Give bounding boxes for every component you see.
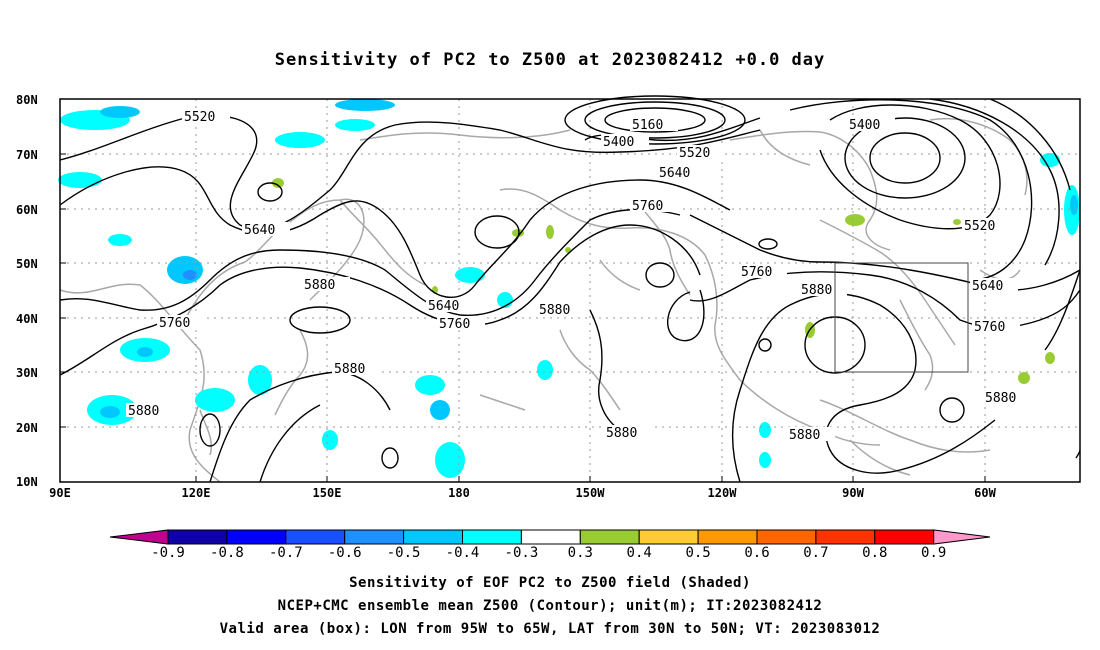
colorbar-tick-label: -0.4 [446, 545, 480, 561]
lat-label: 20N [16, 421, 38, 435]
contour-label: 5880 [334, 362, 365, 377]
contour-label: 5520 [964, 219, 995, 234]
colorbar-swatch [226, 529, 287, 545]
colorbar-tick-label: -0.9 [151, 545, 185, 561]
contour-label: 5520 [679, 146, 710, 161]
contour-label: 5400 [603, 135, 634, 150]
lon-label: 150E [313, 486, 342, 500]
lon-label: 90E [49, 486, 71, 500]
colorbar-tick-label: 0.4 [627, 545, 652, 561]
colorbar-swatch [756, 529, 817, 545]
contour-label: 5880 [304, 278, 335, 293]
map-panel [60, 99, 1080, 482]
contour-label: 5880 [801, 283, 832, 298]
lat-label: 30N [16, 366, 38, 380]
lat-label: 70N [16, 148, 38, 162]
colorbar-tick-label: -0.5 [387, 545, 421, 561]
contour-label: 5880 [606, 426, 637, 441]
colorbar-tick-label: -0.7 [269, 545, 303, 561]
lon-label: 120E [182, 486, 211, 500]
contour-label: 5640 [972, 279, 1003, 294]
colorbar-arrow-low [109, 529, 169, 545]
contour-label: 5760 [632, 199, 663, 214]
colorbar-swatch [344, 529, 405, 545]
shaded-sensitivity [58, 99, 1080, 478]
contour-label: 5520 [184, 110, 215, 125]
lat-label: 50N [16, 257, 38, 271]
lon-label: 180 [448, 486, 470, 500]
map-title: Sensitivity of PC2 to Z500 at 2023082412… [274, 50, 826, 70]
colorbar-swatch [638, 529, 699, 545]
lat-label: 60N [16, 203, 38, 217]
lat-label: 80N [16, 93, 38, 107]
latitude-labels: 80N 70N 60N 50N 40N 30N 20N 10N [16, 93, 38, 489]
contour-label: 5400 [849, 118, 880, 133]
lat-label: 10N [16, 475, 38, 489]
caption-line-1: Sensitivity of EOF PC2 to Z500 field (Sh… [349, 575, 751, 591]
colorbar-swatch [815, 529, 876, 545]
colorbar-tick-label: 0.8 [862, 545, 887, 561]
lon-label: 150W [576, 486, 606, 500]
lon-label: 60W [974, 486, 996, 500]
contour-label: 5880 [539, 303, 570, 318]
colorbar-tick-label: 0.9 [921, 545, 946, 561]
colorbar-tick-label: -0.8 [210, 545, 244, 561]
coastlines [59, 117, 1028, 483]
contour-label: 5760 [974, 320, 1005, 335]
caption-line-2: NCEP+CMC ensemble mean Z500 (Contour); u… [277, 598, 823, 614]
colorbar-swatch [697, 529, 758, 545]
contour-label: 5640 [428, 299, 459, 314]
contour-label: 5880 [128, 404, 159, 419]
gridlines [60, 99, 1080, 482]
contour-label: 5760 [159, 316, 190, 331]
colorbar-tick-label: 0.7 [803, 545, 828, 561]
longitude-labels: 90E 120E 150E 180 150W 120W 90W 60W [49, 486, 996, 500]
contour-labels: 5160 5400 5400 5520 5520 5520 5640 5640 … [126, 109, 1031, 443]
colorbar-tick-label: 0.5 [685, 545, 710, 561]
contour-label: 5640 [659, 166, 690, 181]
lon-label: 90W [842, 486, 864, 500]
colorbar: -0.9 -0.8 -0.7 -0.6 -0.5 -0.4 -0.3 0.3 0.4 0.5 0.6… [109, 529, 991, 561]
colorbar-tick-label: 0.6 [744, 545, 769, 561]
colorbar-arrow-high [933, 529, 991, 545]
colorbar-tick-label: 0.3 [568, 545, 593, 561]
contour-label: 5160 [632, 118, 663, 133]
colorbar-swatch [462, 529, 522, 545]
lon-label: 120W [708, 486, 738, 500]
colorbar-swatch [403, 529, 464, 545]
contour-label: 5880 [789, 428, 820, 443]
colorbar-swatch [167, 529, 228, 545]
colorbar-swatch [520, 529, 581, 545]
colorbar-swatch [579, 529, 640, 545]
map-frame [59, 98, 1081, 483]
lat-label: 40N [16, 312, 38, 326]
colorbar-swatch [285, 529, 346, 545]
colorbar-swatch [874, 529, 935, 545]
tick-marks [60, 153, 986, 482]
contour-label: 5760 [741, 265, 772, 280]
colorbar-tick-label: -0.6 [328, 545, 362, 561]
contour-label: 5760 [439, 317, 470, 332]
contour-label: 5640 [244, 223, 275, 238]
valid-area-box [834, 262, 969, 373]
colorbar-tick-label: -0.3 [505, 545, 539, 561]
caption-line-3: Valid area (box): LON from 95W to 65W, L… [219, 621, 881, 637]
contour-label: 5880 [985, 391, 1016, 406]
